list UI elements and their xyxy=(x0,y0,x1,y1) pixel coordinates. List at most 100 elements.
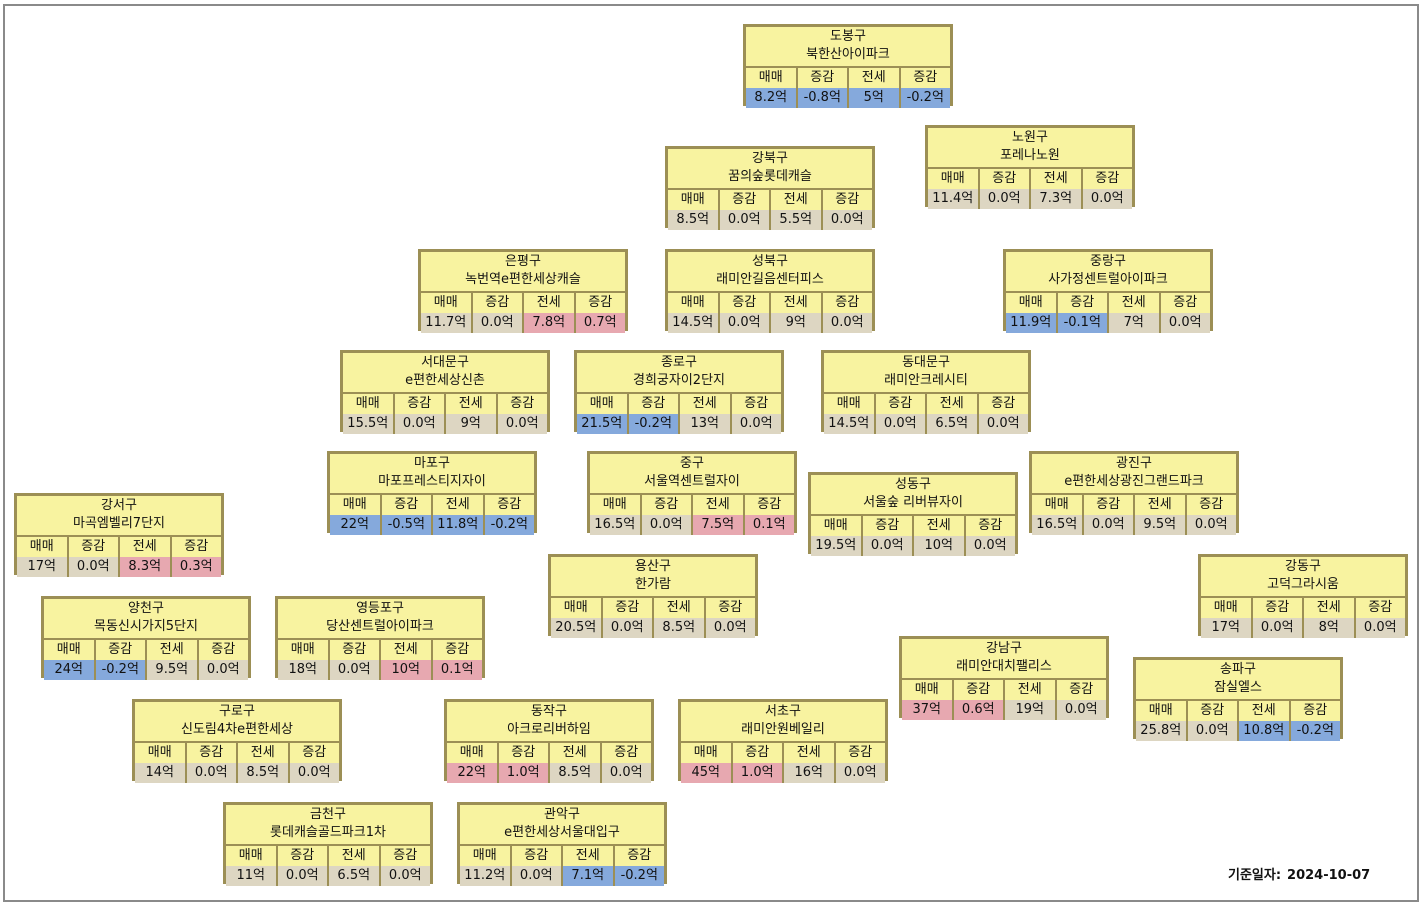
sale-change: -0.8억 xyxy=(795,88,847,108)
label-row: 매매 증감 전세 증감 xyxy=(824,392,1028,414)
jeonse-price: 10억 xyxy=(379,660,431,680)
sale-label: 매매 xyxy=(1148,703,1173,718)
complex-name: 래미안크레시티 xyxy=(884,373,968,388)
jeonse-change: -0.2억 xyxy=(1288,721,1340,741)
sale-change-label: 증감 xyxy=(327,640,380,660)
jeonse-change-label: 증감 xyxy=(729,394,782,414)
value-row: 24억 -0.2억 9.5억 0.0억 xyxy=(44,660,248,680)
sale-change-label: 증감 xyxy=(1250,598,1303,618)
sale-price: 14억 xyxy=(135,763,185,783)
district-name: 마포구 xyxy=(414,456,450,471)
sale-label: 매매 xyxy=(459,745,484,760)
jeonse-label: 전세 xyxy=(769,190,821,210)
card-header: 은평구 녹번역e편한세상캐슬 xyxy=(421,252,625,291)
sale-change: 0.0억 xyxy=(509,866,561,886)
card-header: 양천구 목동신시가지5단지 xyxy=(44,599,248,638)
jeonse-price: 10억 xyxy=(912,536,964,556)
district-name: 성동구 xyxy=(895,477,931,492)
district-card: 강서구 마곡엠벨리7단지 매매 증감 전세 증감 17억 0.0억 8.3억 0.3억 xyxy=(14,493,224,577)
jeonse-price: 8.5억 xyxy=(652,618,704,638)
jeonse-price: 8.5억 xyxy=(548,763,600,783)
jeonse-label: 전세 xyxy=(925,394,977,414)
label-row: 매매 증감 전세 증감 xyxy=(811,514,1015,536)
sale-change-label: 증감 xyxy=(470,293,523,313)
jeonse-change-label: 증감 xyxy=(1158,293,1211,313)
jeonse-price: 7.8억 xyxy=(522,313,574,333)
sale-price: 37억 xyxy=(902,700,952,720)
sale-label: 매매 xyxy=(472,848,497,863)
sale-label: 매매 xyxy=(355,396,380,411)
district-card: 은평구 녹번역e편한세상캐슬 매매 증감 전세 증감 11.7억 0.0억 7.8억 0.7억 xyxy=(418,249,628,333)
sale-label: 매매 xyxy=(589,396,614,411)
district-card: 동작구 아크로리버하임 매매 증감 전세 증감 22억 1.0억 8.5억 0.0억 xyxy=(444,699,654,783)
value-row: 8.2억 -0.8억 5억 -0.2억 xyxy=(746,88,950,108)
label-row: 매매 증감 전세 증감 xyxy=(447,741,651,763)
sale-change-label: 증감 xyxy=(860,516,913,536)
sale-change-label: 증감 xyxy=(1081,495,1134,515)
jeonse-label: 전세 xyxy=(145,640,197,660)
card-header: 서초구 래미안원베일리 xyxy=(681,702,885,741)
sale-change-label: 증감 xyxy=(717,190,770,210)
value-row: 14.5억 0.0억 9억 0.0억 xyxy=(668,313,872,333)
card-header: 성동구 서울숲 리버뷰자이 xyxy=(811,475,1015,514)
jeonse-change-label: 증감 xyxy=(599,743,652,763)
sale-price: 11.2억 xyxy=(460,866,510,886)
jeonse-label: 전세 xyxy=(782,743,834,763)
sale-change-label: 증감 xyxy=(184,743,237,763)
label-row: 매매 증감 전세 증감 xyxy=(746,66,950,88)
sale-change: 0.0억 xyxy=(66,557,118,577)
sale-label: 매매 xyxy=(823,518,848,533)
jeonse-change: -0.2억 xyxy=(482,515,534,535)
sale-price: 14.5억 xyxy=(668,313,718,333)
sale-change: 0.0억 xyxy=(977,189,1029,209)
jeonse-label: 전세 xyxy=(1107,293,1159,313)
jeonse-price: 9억 xyxy=(444,414,496,434)
jeonse-change-label: 증감 xyxy=(833,743,886,763)
district-card: 마포구 마포프레스티지자이 매매 증감 전세 증감 22억 -0.5억 11.8억 -0.2억 xyxy=(327,451,537,535)
value-row: 15.5억 0.0억 9억 0.0억 xyxy=(343,414,547,434)
value-row: 17억 0.0억 8.3억 0.3억 xyxy=(17,557,221,577)
district-card: 서대문구 e편한세상신촌 매매 증감 전세 증감 15.5억 0.0억 9억 0.0억 xyxy=(340,350,550,434)
district-name: 동대문구 xyxy=(902,355,950,370)
district-name: 중랑구 xyxy=(1090,254,1126,269)
district-name: 서대문구 xyxy=(421,355,469,370)
label-row: 매매 증감 전세 증감 xyxy=(577,392,781,414)
district-card: 송파구 잠실엘스 매매 증감 전세 증감 25.8억 0.0억 10.8억 -0.2억 xyxy=(1133,657,1343,741)
jeonse-label: 전세 xyxy=(678,394,730,414)
district-name: 성북구 xyxy=(752,254,788,269)
district-card: 관악구 e편한세상서울대입구 매매 증감 전세 증감 11.2억 0.0억 7.1억 -0.2억 xyxy=(457,802,667,886)
sale-label: 매매 xyxy=(940,171,965,186)
sale-change-label: 증감 xyxy=(873,394,926,414)
jeonse-price: 7.1억 xyxy=(561,866,613,886)
card-header: 동작구 아크로리버하임 xyxy=(447,702,651,741)
sale-label: 매매 xyxy=(147,745,172,760)
sale-change: 1.0억 xyxy=(496,763,548,783)
jeonse-change: 0.0억 xyxy=(820,210,872,230)
jeonse-price: 5.5억 xyxy=(769,210,821,230)
sale-price: 45억 xyxy=(681,763,731,783)
jeonse-change: 0.3억 xyxy=(169,557,221,577)
complex-name: 한가람 xyxy=(635,577,671,592)
sale-label: 매매 xyxy=(758,70,783,85)
sale-label: 매매 xyxy=(914,682,939,697)
label-row: 매매 증감 전세 증감 xyxy=(551,596,755,618)
jeonse-label: 전세 xyxy=(1133,495,1185,515)
jeonse-change-label: 증감 xyxy=(573,293,626,313)
label-row: 매매 증감 전세 증감 xyxy=(17,535,221,557)
label-row: 매매 증감 전세 증감 xyxy=(226,844,430,866)
value-row: 22억 1.0억 8.5억 0.0억 xyxy=(447,763,651,783)
sale-change: 0.0억 xyxy=(275,866,327,886)
value-row: 18억 0.0억 10억 0.1억 xyxy=(278,660,482,680)
card-header: 강서구 마곡엠벨리7단지 xyxy=(17,496,221,535)
sale-change: 0.0억 xyxy=(327,660,379,680)
district-card: 구로구 신도림4차e편한세상 매매 증감 전세 증감 14억 0.0억 8.5억 0.0억 xyxy=(132,699,342,783)
jeonse-change: -0.2억 xyxy=(612,866,664,886)
sale-price: 8.5억 xyxy=(668,210,718,230)
value-row: 8.5억 0.0억 5.5억 0.0억 xyxy=(668,210,872,230)
sale-label: 매매 xyxy=(680,192,705,207)
sale-price: 22억 xyxy=(330,515,380,535)
sale-change-label: 증감 xyxy=(93,640,146,660)
jeonse-price: 13억 xyxy=(678,414,730,434)
sale-change-label: 증감 xyxy=(717,293,770,313)
district-name: 도봉구 xyxy=(830,29,866,44)
